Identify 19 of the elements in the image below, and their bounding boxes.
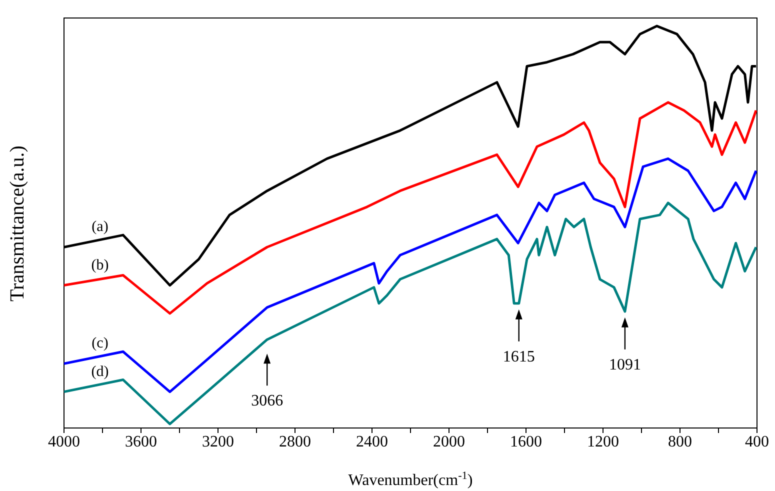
annotation: 1091 [608,356,641,374]
annotation: 1615 [502,348,535,366]
x-tick-label: 1200 [587,433,619,450]
series-label: (a) [92,219,108,236]
annotation: 3066 [251,392,284,410]
x-tick-label: 1600 [510,433,542,450]
x-axis-title: Wavenumber(cm$^{-1}$) [348,470,473,489]
series-label: (b) [91,257,109,274]
x-tick-label: 4000 [48,433,80,450]
x-tick-label: 3600 [125,433,157,450]
x-tick-label: 2000 [433,433,465,450]
series-label: (c) [92,336,108,352]
x-tick-label: 3200 [202,433,234,450]
x-tick-label: 800 [668,433,692,450]
x-tick-label: 2800 [279,433,311,450]
series-label: (d) [91,364,109,380]
y-axis-title: Transmittance(a.u.) [6,145,30,301]
x-tick-label: 2400 [356,433,388,450]
x-tick-label: 400 [745,433,769,450]
